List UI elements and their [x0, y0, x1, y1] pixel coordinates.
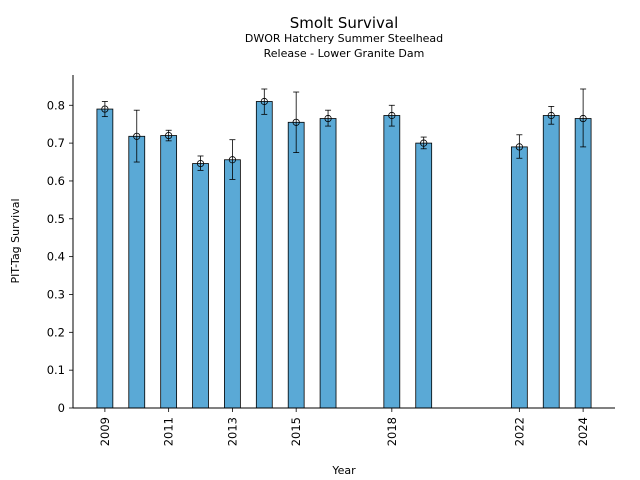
y-ticks: 0 0.1 0.2 0.3 0.4 0.5 0.6 0.7 0.8	[47, 98, 73, 415]
bar-2018	[383, 115, 401, 409]
y-tick-label-0: 0	[58, 401, 65, 415]
errorbars-layer	[101, 88, 587, 180]
point-marker-2016	[324, 114, 332, 123]
y-axis-label: PIT-Tag Survival	[9, 198, 22, 283]
x-tick-label-2013: 2013	[225, 417, 239, 446]
bar-2016	[319, 118, 337, 409]
bar-2010	[128, 135, 146, 409]
bar-2015	[287, 121, 305, 409]
bar-2023	[542, 115, 560, 409]
bar-2019	[415, 142, 433, 409]
bar-2012	[192, 163, 209, 409]
point-marker-2014	[260, 97, 268, 106]
chart-title: Smolt Survival	[290, 14, 399, 32]
point-marker-2019	[420, 139, 428, 147]
point-marker-2024	[579, 114, 587, 123]
y-tick-label-0.7: 0.7	[47, 136, 65, 150]
point-marker-2013	[228, 156, 237, 164]
y-tick-label-0.3: 0.3	[47, 287, 65, 301]
bar-2024	[574, 118, 592, 409]
y-tick-label-0.8: 0.8	[47, 98, 65, 112]
point-marker-2023	[547, 111, 555, 120]
bar-2022	[510, 146, 528, 409]
point-marker-2018	[388, 111, 396, 120]
chart-subtitle-line-1: DWOR Hatchery Summer Steelhead	[245, 32, 443, 45]
point-marker-2012	[196, 159, 205, 168]
x-tick-label-2022: 2022	[512, 417, 526, 446]
x-ticks: 2009 2011 2013 2015 2018 2022 2024	[98, 408, 590, 446]
x-tick-label-2009: 2009	[98, 417, 112, 446]
y-tick-label-0.2: 0.2	[47, 325, 65, 339]
x-tick-label-2011: 2011	[162, 417, 176, 446]
x-axis-label: Year	[331, 464, 356, 477]
bar-2013	[224, 159, 241, 409]
markers-layer	[101, 97, 587, 168]
y-tick-label-0.5: 0.5	[47, 212, 65, 226]
bar-2009	[96, 108, 114, 409]
y-tick-label-0.6: 0.6	[47, 174, 65, 188]
point-marker-2022	[515, 143, 523, 151]
bar-2011	[160, 135, 178, 409]
x-tick-label-2018: 2018	[385, 417, 399, 446]
chart-subtitle-line-2: Release - Lower Granite Dam	[264, 47, 425, 60]
point-marker-2009	[101, 105, 109, 113]
point-marker-2010	[133, 132, 141, 140]
bar-2014	[255, 101, 273, 409]
x-tick-label-2015: 2015	[289, 417, 303, 446]
x-tick-label-2024: 2024	[576, 417, 590, 446]
point-marker-2011	[165, 131, 173, 140]
bars-layer	[96, 101, 592, 409]
point-marker-2015	[292, 118, 300, 126]
y-tick-label-0.4: 0.4	[47, 250, 65, 264]
y-tick-label-0.1: 0.1	[47, 363, 65, 377]
